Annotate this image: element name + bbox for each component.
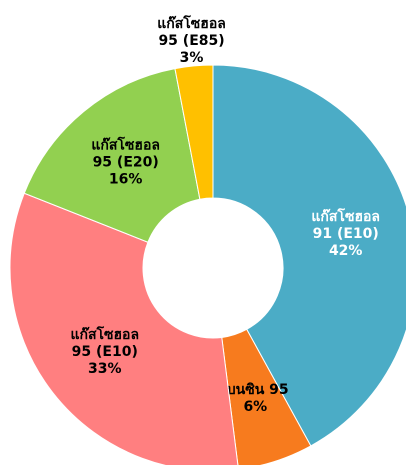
slice-label-line: แก๊สโซฮอล (157, 14, 226, 32)
slice-label: แก๊สโซฮอล 95 (E10) (70, 325, 139, 360)
slice-percent: 6% (243, 399, 267, 415)
donut-slice (221, 328, 312, 465)
slice-percent: 33% (88, 361, 122, 377)
slice-percent: 16% (109, 171, 143, 187)
slice-label-line: แก๊สโซฮอล (70, 325, 139, 343)
slice-label: แก๊สโซฮอล 91 (E10) (311, 207, 380, 242)
slice-percent: 42% (329, 243, 363, 259)
slice-label-line: เบนซิน 95 (222, 382, 289, 398)
slice-percent: 3% (180, 50, 204, 66)
donut-slice (23, 68, 201, 243)
slice-label-line: 95 (E85) (158, 33, 224, 49)
slice-label-line: แก๊สโซฮอล (311, 207, 380, 225)
slice-label-line: แก๊สโซฮอล (91, 135, 160, 153)
slice-label: แก๊สโซฮอล 95 (E85) (157, 14, 226, 49)
donut-slice (9, 192, 239, 465)
slice-label: แก๊สโซฮอล 95 (E20) (91, 135, 160, 170)
slice-label-line: 95 (E20) (93, 154, 159, 170)
slice-label: เบนซิน 95 (222, 382, 289, 398)
donut-slice (212, 64, 406, 447)
donut-slice (174, 64, 214, 200)
slice-label-line: 91 (E10) (313, 226, 379, 242)
slice-label-line: 95 (E10) (72, 344, 138, 360)
